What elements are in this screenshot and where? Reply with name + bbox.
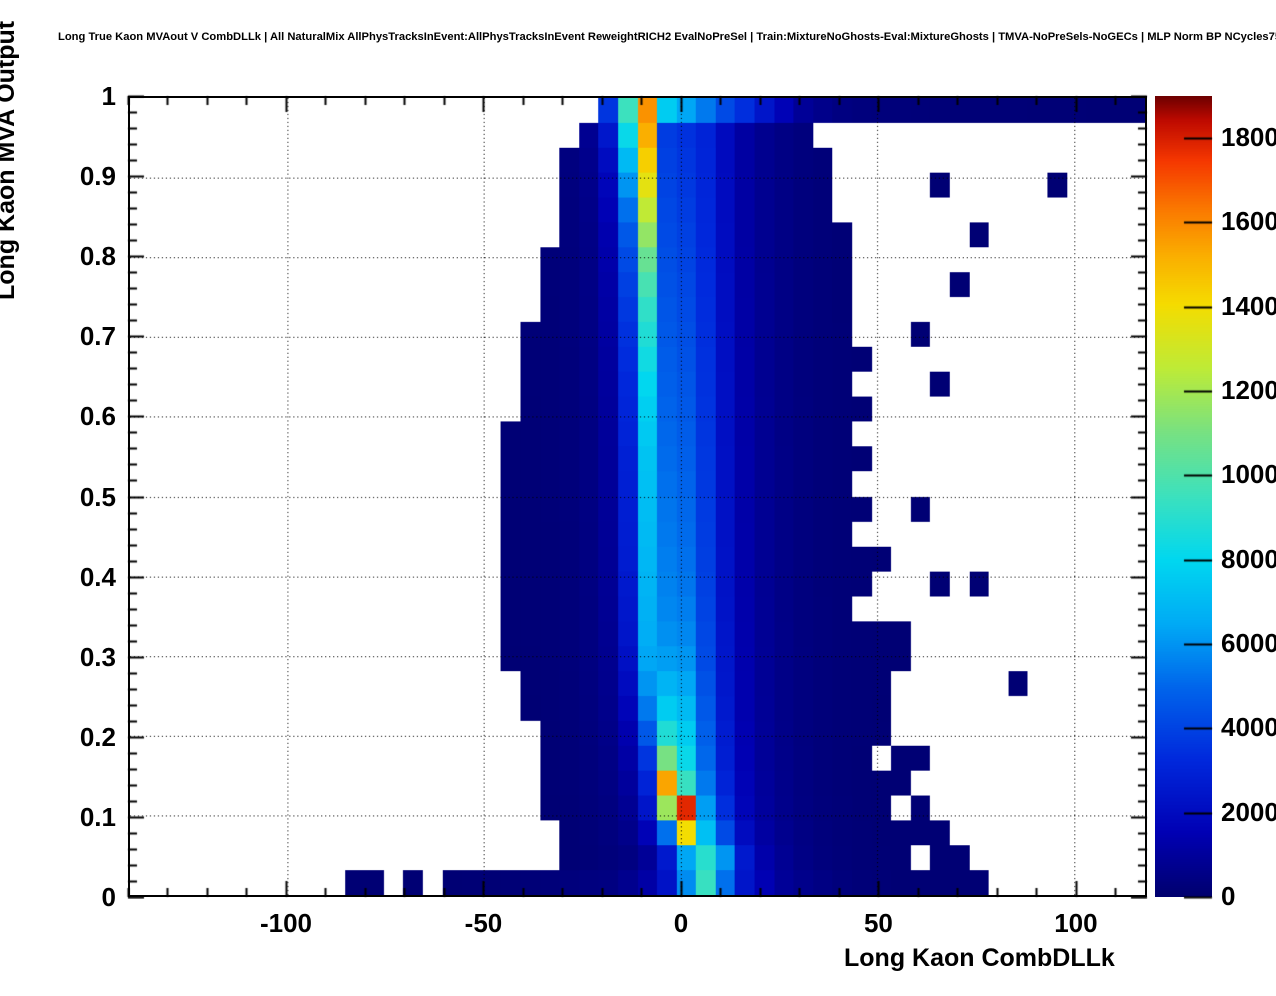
z-tick-label: 14000 [1221, 290, 1276, 321]
y-tick-label: 0.6 [79, 401, 116, 432]
x-axis-title: Long Kaon CombDLLk [844, 944, 1115, 972]
x-tick-label: 100 [1054, 908, 1098, 938]
z-tick-label: 2000 [1221, 796, 1276, 827]
page-title: Long True Kaon MVAout V CombDLLk | All N… [58, 31, 1276, 43]
z-tick-label: 16000 [1221, 206, 1276, 237]
x-tick-label: 0 [673, 908, 689, 938]
z-tick-label: 6000 [1221, 628, 1276, 659]
color-palette [1155, 96, 1212, 897]
heatmap-canvas [130, 98, 1145, 895]
z-tick-label: 10000 [1221, 459, 1276, 490]
y-tick-label: 0.1 [79, 801, 116, 832]
y-tick-label: 0.7 [79, 321, 116, 352]
y-axis-title: Long Kaon MVA Output [0, 20, 20, 300]
y-tick-label: 0 [101, 882, 116, 912]
z-tick-label: 8000 [1221, 543, 1276, 574]
plot-frame [128, 96, 1147, 897]
x-tick-label: 50 [863, 908, 893, 938]
z-tick-label: 12000 [1221, 375, 1276, 406]
z-tick-label: 18000 [1221, 122, 1276, 153]
y-tick-label: 0.3 [79, 641, 116, 672]
x-tick-label: -50 [464, 908, 503, 938]
y-tick-label: 0.2 [79, 721, 116, 752]
z-tick-label: 0 [1221, 881, 1236, 911]
color-palette-gradient [1155, 96, 1212, 897]
x-tick-label: -100 [259, 908, 312, 938]
y-tick-label: 1 [101, 81, 116, 111]
z-tick-label: 4000 [1221, 712, 1276, 743]
y-tick-label: 0.5 [79, 481, 116, 512]
y-tick-label: 0.8 [79, 241, 116, 272]
y-tick-label: 0.9 [79, 161, 116, 192]
y-tick-label: 0.4 [79, 561, 116, 592]
